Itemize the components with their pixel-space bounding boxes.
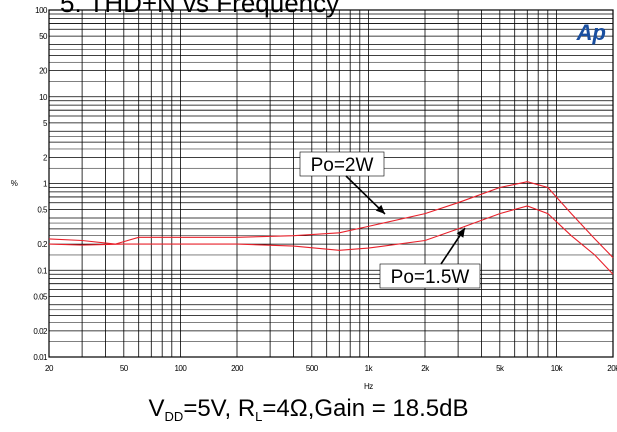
y-tick-label: 50	[39, 32, 48, 41]
annotation-po-1-5w-box	[379, 263, 481, 289]
x-tick-label: 100	[174, 364, 187, 373]
grid-lines	[48, 10, 614, 358]
x-tick-label: 10k	[551, 364, 564, 373]
test-conditions-caption: VDD=5V, RL=4Ω,Gain = 18.5dB	[0, 395, 617, 424]
caption-mid: =5V, R	[183, 395, 256, 422]
annotation-po-1-5w-arrow-head	[456, 228, 465, 238]
y-tick-label: 0.2	[37, 240, 48, 249]
caption-v: V	[148, 395, 165, 422]
x-tick-label: 50	[120, 364, 129, 373]
annotation-po-2w-box	[299, 151, 385, 177]
y-tick-label: 0.1	[37, 266, 48, 275]
annotation-po-2w-arrow-head	[375, 204, 385, 214]
plot-frame	[48, 9, 614, 358]
y-tick-label: 0.01	[33, 353, 48, 362]
x-tick-label: 20	[45, 364, 54, 373]
y-tick-label: 0.02	[33, 327, 48, 336]
annotation-po-2w-arrow-line	[345, 175, 386, 215]
series-line-po-1-5w	[48, 205, 614, 275]
x-tick-label: 200	[231, 364, 244, 373]
annotation-po-2w-label: Po=2W	[311, 155, 374, 176]
x-tick-label: 20k	[607, 364, 617, 373]
x-tick-label: 500	[306, 364, 319, 373]
y-tick-label: 1	[43, 180, 48, 189]
x-tick-label: 5k	[496, 364, 505, 373]
y-tick-label: 10	[39, 93, 48, 102]
x-tick-label: 1k	[365, 364, 374, 373]
y-tick-label: 5	[43, 119, 48, 128]
annotation-po-1-5w-label: Po=1.5W	[391, 267, 470, 288]
y-tick-label: 2	[43, 153, 48, 162]
y-tick-label: 0.05	[33, 292, 48, 301]
x-tick-label: 2k	[421, 364, 430, 373]
ap-logo: Ap	[576, 20, 606, 45]
y-tick-label: 100	[35, 6, 48, 15]
y-axis-label: %	[11, 179, 18, 188]
chart-title: 5. THD+N vs Frequency	[60, 0, 340, 18]
caption-r-subscript: L	[255, 409, 263, 424]
series-line-po-2w	[48, 181, 614, 258]
x-axis-label: Hz	[364, 382, 373, 391]
caption-tail: =4Ω,Gain = 18.5dB	[262, 395, 469, 422]
y-tick-label: 0.5	[37, 206, 48, 215]
y-tick-label: 20	[39, 67, 48, 76]
caption-v-subscript: DD	[164, 409, 184, 424]
